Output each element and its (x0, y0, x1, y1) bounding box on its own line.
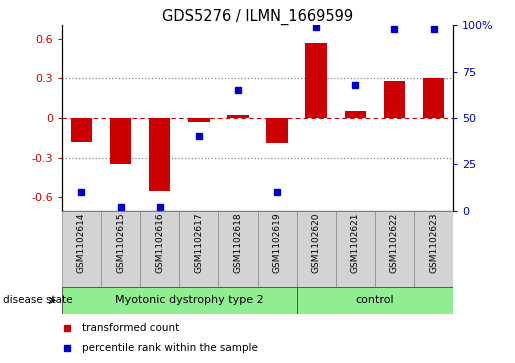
Bar (305, 42, 327, 118)
Bar (297, 211, 336, 287)
Text: GSM1102618: GSM1102618 (233, 213, 243, 273)
Bar (110, 118, 131, 164)
Text: GSM1102622: GSM1102622 (390, 213, 399, 273)
Bar (297, 287, 453, 314)
Text: transformed count: transformed count (82, 323, 180, 333)
Bar (188, 118, 210, 122)
Text: disease state: disease state (3, 295, 72, 305)
Text: Myotonic dystrophy type 2: Myotonic dystrophy type 2 (115, 295, 263, 305)
Text: GSM1102615: GSM1102615 (116, 213, 125, 273)
Bar (62, 287, 297, 314)
Bar (423, 78, 444, 118)
Text: percentile rank within the sample: percentile rank within the sample (82, 343, 259, 352)
Bar (266, 118, 288, 143)
Bar (227, 115, 249, 118)
Text: GSM1102619: GSM1102619 (272, 213, 282, 273)
Bar (71, 118, 92, 142)
Text: GSM1102617: GSM1102617 (194, 213, 203, 273)
Text: GDS5276 / ILMN_1669599: GDS5276 / ILMN_1669599 (162, 9, 353, 25)
Text: GSM1102620: GSM1102620 (312, 213, 321, 273)
Bar (345, 111, 366, 118)
Text: GSM1102621: GSM1102621 (351, 213, 360, 273)
Bar (384, 81, 405, 118)
Bar (62, 211, 101, 287)
Bar (258, 211, 297, 287)
Bar (101, 211, 140, 287)
Text: control: control (355, 295, 394, 305)
Bar (179, 211, 218, 287)
Text: GSM1102616: GSM1102616 (155, 213, 164, 273)
Text: GSM1102614: GSM1102614 (77, 213, 86, 273)
Bar (149, 118, 170, 191)
Bar (336, 211, 375, 287)
Text: GSM1102623: GSM1102623 (429, 213, 438, 273)
Bar (218, 211, 258, 287)
Bar (375, 211, 414, 287)
Bar (414, 211, 453, 287)
Bar (140, 211, 179, 287)
